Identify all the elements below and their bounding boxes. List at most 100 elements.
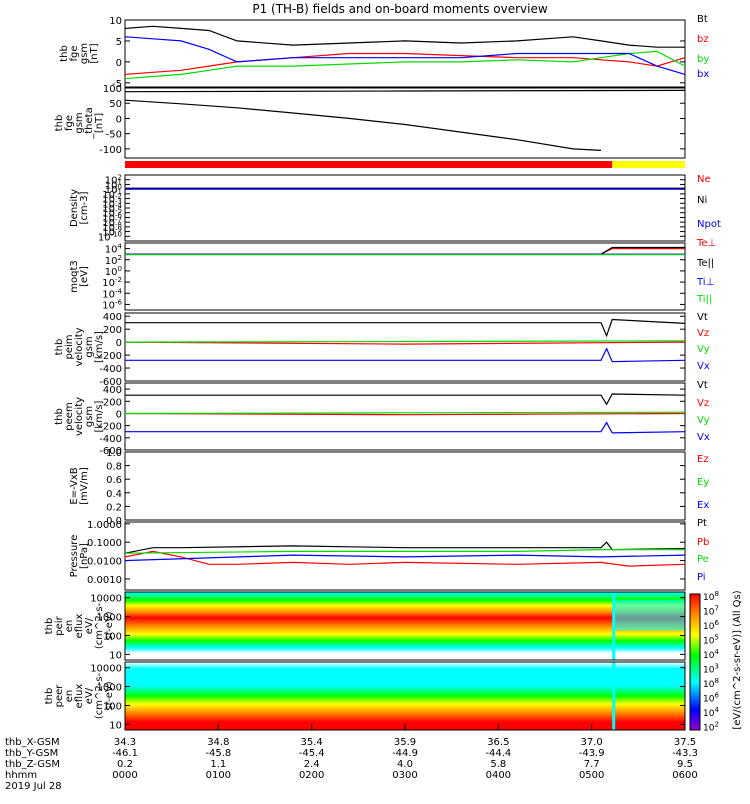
- xaxis-value-3-2: 0200: [299, 770, 324, 781]
- xaxis-value-3-1: 0100: [206, 770, 231, 781]
- legend-efield-2: Ex: [697, 500, 709, 511]
- legend-ion_velocity-1: Vz: [697, 328, 709, 339]
- ylabel-electron_velocity-4: [km/s]: [94, 400, 105, 432]
- ytick-label-temperature-4: 10-4: [102, 287, 122, 300]
- ytick-label-efield-4: 0.2: [106, 502, 122, 513]
- panel-ion_spec: 10000 1000 100 10 thb peir en eflux eV/(cm^2-s-s…: [44, 591, 686, 661]
- ylabel-electron_velocity-0: thb: [54, 408, 65, 425]
- legend-electron_velocity-0: Vt: [697, 380, 708, 391]
- xaxis-value-0-1: 34.8: [207, 737, 229, 748]
- xaxis-date: 2019 Jul 28: [5, 781, 62, 792]
- xaxis-value-2-6: 9.5: [677, 759, 693, 770]
- legend-temperature-2: Ti⊥: [696, 277, 714, 288]
- ytick-label-elevation-4: -100: [99, 145, 122, 156]
- series-temperature-1: [125, 246, 685, 255]
- panel-electron_spec: 10000 1000 100 10 thb peer en eflux eV/(cm^2-s-s…: [44, 661, 686, 731]
- ytick-label-density-5: 10-3: [102, 197, 122, 210]
- ytick-label-efield-5: 0.0: [106, 516, 122, 527]
- legend-pressure-2: Pe: [697, 554, 709, 565]
- ylabel-ion_spec-4: eV/: [84, 617, 95, 634]
- xaxis-row-label-2: thb_Z-GSM: [5, 759, 60, 770]
- legend-density-0: Ne: [697, 174, 711, 185]
- colorbar-gradient: [689, 593, 701, 731]
- ytick-label-elevation-3: -50: [106, 130, 122, 141]
- spectrogram-electron_spec: [125, 662, 685, 730]
- xaxis-row-label-0: thb_X-GSM: [5, 737, 60, 748]
- xaxis-value-3-0: 0000: [112, 770, 137, 781]
- xaxis-value-3-4: 0400: [486, 770, 511, 781]
- ytick-label-ion_velocity-4: -400: [99, 364, 122, 375]
- legend-temperature-3: Ti||: [696, 294, 712, 305]
- ytick-label-efield-3: 0.4: [106, 489, 122, 500]
- xaxis-value-0-2: 35.4: [301, 737, 323, 748]
- series-pressure-3: [124, 554, 686, 562]
- panel-efield: 1.0 0.8 0.6 0.4 0.2 0.0 E=-VxB [mV/m] Ez Ey Ex: [69, 448, 709, 527]
- series-ion_velocity-1: [124, 341, 686, 345]
- series-ion_velocity-0: [125, 318, 686, 338]
- ylabel-electron_velocity-2: velocity: [74, 397, 85, 436]
- xaxis-value-1-2: -45.4: [299, 748, 325, 759]
- spectrogram-transition-electron_spec: [612, 662, 616, 730]
- ylabel-efield-1: [mV/m]: [79, 467, 90, 505]
- colorbar-tick-2: 106: [703, 619, 719, 632]
- ytick-label-ion_spec-3: 10: [109, 650, 122, 661]
- ylabel-electron_spec-4: eV/: [84, 687, 95, 704]
- xaxis-row-label-1: thb_Y-GSM: [5, 748, 58, 759]
- ytick-label-efield-0: 1.0: [106, 448, 122, 459]
- ylabel-ion_velocity-3: gsm: [84, 336, 95, 357]
- legend-bfield-1: bz: [697, 34, 709, 45]
- ytick-label-electron_spec-2: 100: [103, 701, 122, 712]
- xaxis-value-0-5: 37.0: [581, 737, 603, 748]
- ylabel-ion_velocity-1: peim: [64, 334, 75, 359]
- series-electron_velocity-0: [125, 393, 686, 406]
- ytick-label-electron_spec-3: 10: [109, 720, 122, 731]
- panel-pressure: 1.0000 0.1000 0.0100 0.0010 Pressure [nPa] Pt P…: [69, 518, 709, 591]
- ytick-label-electron_velocity-2: 200: [103, 397, 122, 408]
- colorbar-tick-8: 104: [703, 706, 719, 719]
- ylabel-electron_velocity-1: peem: [64, 402, 75, 430]
- ytick-label-electron_velocity-3: 0: [116, 409, 122, 420]
- ytick-label-density-7: 10-5: [102, 207, 122, 220]
- series-elevation-1: [124, 89, 686, 93]
- ylabel-electron_spec-2: en: [64, 690, 75, 703]
- series-ion_velocity-2: [124, 340, 686, 343]
- ytick-label-density-4: 10-2: [102, 193, 122, 206]
- ytick-label-density-10: 10-8: [102, 221, 122, 234]
- xaxis-value-3-3: 0300: [392, 770, 417, 781]
- panel-frame-ion_velocity: [124, 312, 686, 382]
- legend-density-1: Ni: [697, 195, 707, 206]
- ylabel-elevation-2: gsm: [74, 112, 85, 133]
- ylabel-ion_spec-0: thb: [44, 618, 55, 635]
- ylabel-ion_velocity-0: thb: [54, 339, 65, 356]
- ylabel-temperature-0: moqt3: [69, 260, 80, 293]
- ylabel-bfield-3: [nT]: [89, 43, 100, 63]
- ytick-label-bfield-3: -5: [112, 79, 122, 90]
- xaxis-value-1-3: -44.9: [392, 748, 418, 759]
- ytick-label-temperature-5: 10-6: [102, 298, 122, 311]
- ytick-label-efield-1: 0.8: [106, 462, 122, 473]
- ylabel-pressure-0: Pressure: [69, 535, 80, 578]
- series-bfield-0: [124, 25, 685, 48]
- ylabel-bfield-1: fge: [69, 45, 80, 61]
- panel-bfield: 10 5 0 -5 thb fge gsm [nT] Bt bz by bx: [59, 14, 709, 90]
- legend-density-2: Npot: [697, 219, 721, 230]
- panel-frame-pressure: [124, 521, 686, 591]
- ylabel-elevation-0: thb: [54, 115, 65, 132]
- xaxis-value-3-5: 0500: [579, 770, 604, 781]
- xaxis-value-2-4: 5.8: [490, 759, 506, 770]
- ylabel-elevation-3: _theta: [84, 107, 95, 139]
- ytick-label-pressure-1: 0.1000: [87, 538, 122, 549]
- colorbar-tick-0: 108: [703, 590, 719, 603]
- ylabel-ion_spec-5: (cm^2-s-: [94, 602, 105, 649]
- ylabel-ion_spec-6: sr-eV): [104, 611, 115, 640]
- ytick-label-ion_velocity-5: -600: [99, 377, 122, 388]
- ylabel-electron_spec-3: eflux: [74, 684, 85, 709]
- series-bfield-2: [124, 50, 686, 80]
- ylabel-ion_spec-3: eflux: [74, 614, 85, 639]
- plot-title: P1 (TH-B) fields and on-board moments ov…: [252, 2, 548, 16]
- legend-temperature-0: Te⊥: [696, 238, 716, 249]
- ylabel-bfield-0: thb: [59, 45, 70, 62]
- series-electron_velocity-2: [124, 411, 686, 415]
